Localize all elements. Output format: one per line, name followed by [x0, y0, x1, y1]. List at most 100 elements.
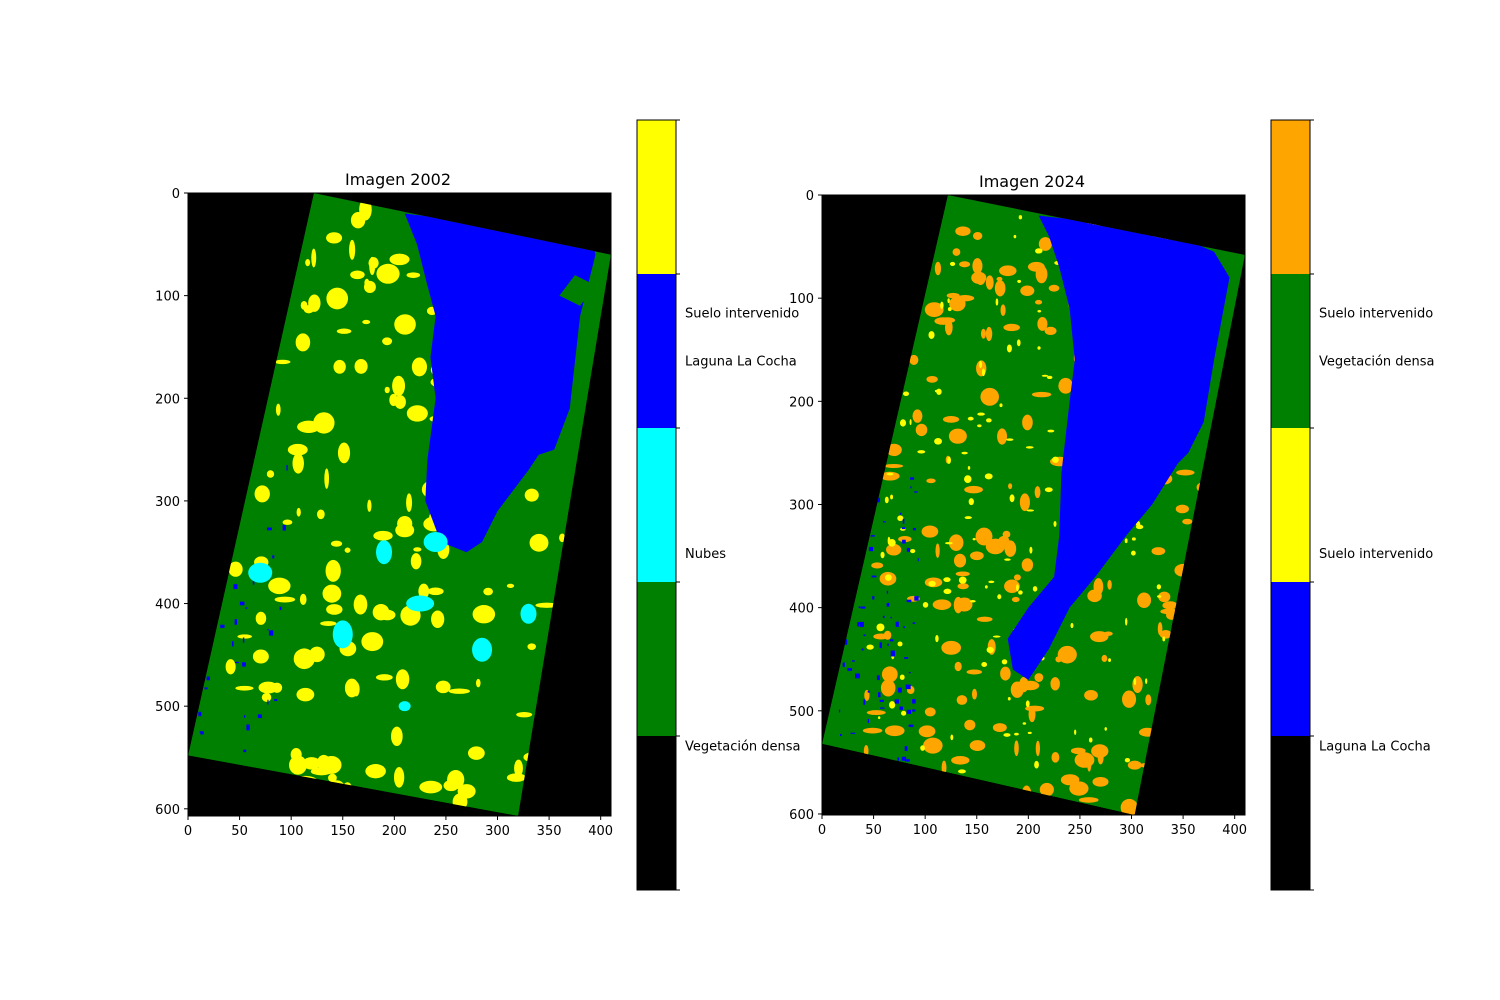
soil-patch	[324, 468, 330, 489]
soil-patch	[935, 543, 940, 558]
soil-patch	[330, 540, 343, 547]
soil-patch	[372, 603, 390, 621]
water-speck	[901, 527, 906, 530]
soil-patch	[268, 577, 291, 595]
soil-patch	[447, 769, 465, 790]
soil-patch	[1084, 689, 1098, 701]
x-tick-label: 100	[279, 824, 304, 839]
water-speck	[906, 547, 911, 552]
soil-patch	[382, 337, 393, 346]
soil-patch	[328, 773, 337, 783]
x-tick-label: 200	[1016, 823, 1041, 838]
soil-patch	[320, 621, 337, 626]
soil-patch-yellow	[981, 368, 986, 377]
water-speck	[904, 746, 908, 751]
y-tick-label: 0	[172, 187, 180, 202]
soil-patch-yellow	[1108, 658, 1111, 662]
y-tick-label: 600	[789, 808, 814, 823]
soil-patch-yellow	[947, 456, 951, 464]
soil-patch-yellow	[1162, 636, 1166, 642]
water-speck	[198, 711, 202, 717]
chart-title: Imagen 2002	[345, 170, 451, 189]
y-tick-label: 400	[789, 602, 814, 617]
soil-patch	[1101, 654, 1108, 663]
soil-patch-yellow	[969, 599, 976, 603]
soil-patch	[431, 610, 445, 629]
soil-patch	[410, 553, 422, 570]
water-speck	[899, 706, 903, 710]
axes-frame	[821, 194, 1246, 816]
soil-patch	[1000, 666, 1011, 681]
soil-patch	[1058, 377, 1073, 394]
soil-patch	[389, 393, 398, 407]
water-speck	[239, 601, 245, 606]
soil-patch	[1074, 752, 1095, 768]
soil-patch	[912, 409, 923, 423]
soil-patch-yellow	[1135, 524, 1144, 530]
water-speck	[905, 759, 910, 762]
water-speck	[234, 619, 238, 625]
water-speck	[905, 684, 911, 690]
soil-patch	[365, 764, 386, 779]
water-speck	[902, 518, 905, 524]
soil-patch	[363, 280, 376, 294]
soil-patch-yellow	[1006, 344, 1012, 353]
soil-patch	[940, 317, 956, 324]
soil-patch	[529, 533, 549, 552]
soil-patch	[946, 292, 960, 299]
water-speck	[867, 690, 870, 693]
water-speck	[904, 657, 909, 659]
x-tick-label: 350	[1171, 823, 1196, 838]
soil-patch-yellow	[1046, 375, 1053, 380]
water-speck	[871, 575, 877, 578]
soil-patch-yellow	[940, 301, 944, 309]
water-speck	[890, 650, 895, 657]
chart-title: Imagen 2024	[979, 172, 1085, 191]
soil-patch-yellow	[1018, 590, 1023, 595]
soil-patch	[959, 261, 971, 268]
vegetation-region	[559, 275, 596, 306]
soil-patch	[873, 633, 889, 640]
soil-patch	[535, 602, 559, 608]
soil-patch	[411, 357, 428, 377]
soil-patch	[406, 272, 421, 278]
soil-patch	[427, 587, 444, 596]
soil-patch	[326, 232, 343, 244]
soil-patch-yellow	[997, 594, 1002, 600]
colorbar-segment	[1271, 736, 1310, 890]
water-speck	[868, 546, 874, 552]
soil-patch	[1044, 326, 1057, 336]
soil-patch	[1087, 755, 1092, 772]
soil-patch-yellow	[945, 541, 953, 545]
colorbar-label: Vegetación densa	[1319, 355, 1435, 370]
soil-patch	[255, 611, 267, 625]
soil-patch	[1158, 591, 1171, 603]
soil-patch	[235, 685, 254, 691]
soil-patch	[1014, 740, 1019, 757]
soil-patch	[934, 261, 942, 276]
soil-patch	[1019, 493, 1030, 512]
soil-patch	[395, 669, 410, 690]
soil-patch-yellow	[1006, 438, 1014, 441]
soil-patch	[1175, 504, 1189, 514]
soil-patch	[413, 547, 422, 552]
soil-patch-yellow	[886, 472, 894, 476]
soil-patch	[964, 719, 976, 731]
soil-patch	[1092, 777, 1109, 787]
soil-patch	[948, 428, 967, 444]
colorbar-2002: Vegetación densa Nubes Laguna La Cocha Suel…	[636, 119, 801, 891]
water-speck	[268, 630, 274, 636]
water-speck	[910, 477, 915, 480]
water-speck	[908, 724, 914, 727]
soil-patch	[972, 258, 983, 274]
colorbar-segment	[637, 582, 676, 736]
soil-patch	[884, 725, 905, 737]
soil-patch-yellow	[972, 537, 976, 541]
soil-patch	[296, 687, 315, 702]
soil-patch-yellow	[986, 646, 994, 653]
soil-patch	[282, 519, 293, 525]
soil-patch	[275, 403, 281, 416]
soil-patch-yellow	[934, 389, 940, 393]
soil-patch	[1057, 645, 1077, 664]
soil-patch	[964, 485, 983, 494]
